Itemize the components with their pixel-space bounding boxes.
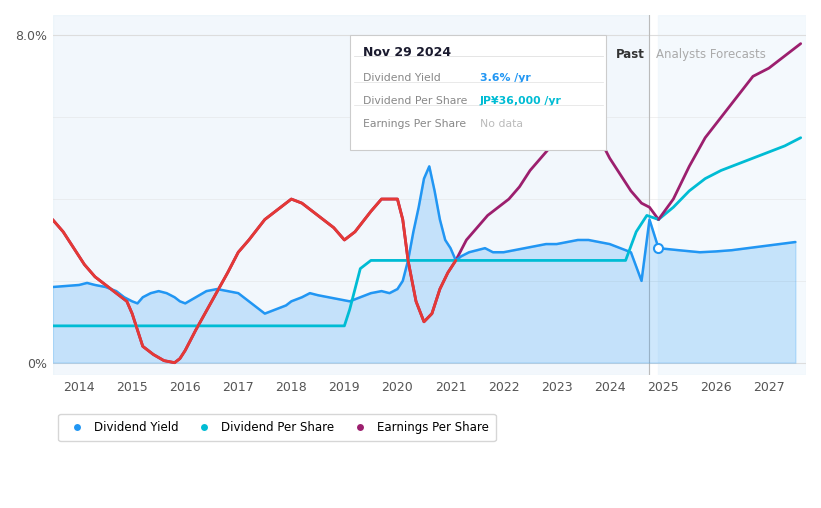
Text: Dividend Yield: Dividend Yield: [363, 73, 441, 83]
Text: No data: No data: [479, 119, 523, 130]
Text: Nov 29 2024: Nov 29 2024: [363, 46, 451, 58]
Text: JP¥36,000 /yr: JP¥36,000 /yr: [479, 96, 562, 106]
Bar: [658, 15, 806, 375]
Text: Past: Past: [617, 48, 645, 61]
FancyBboxPatch shape: [351, 35, 607, 150]
Text: 3.6% /yr: 3.6% /yr: [479, 73, 530, 83]
Text: Analysts Forecasts: Analysts Forecasts: [656, 48, 766, 61]
Bar: [53, 15, 649, 375]
Text: Dividend Per Share: Dividend Per Share: [363, 96, 467, 106]
Legend: Dividend Yield, Dividend Per Share, Earnings Per Share: Dividend Yield, Dividend Per Share, Earn…: [58, 414, 496, 441]
Text: Earnings Per Share: Earnings Per Share: [363, 119, 466, 130]
